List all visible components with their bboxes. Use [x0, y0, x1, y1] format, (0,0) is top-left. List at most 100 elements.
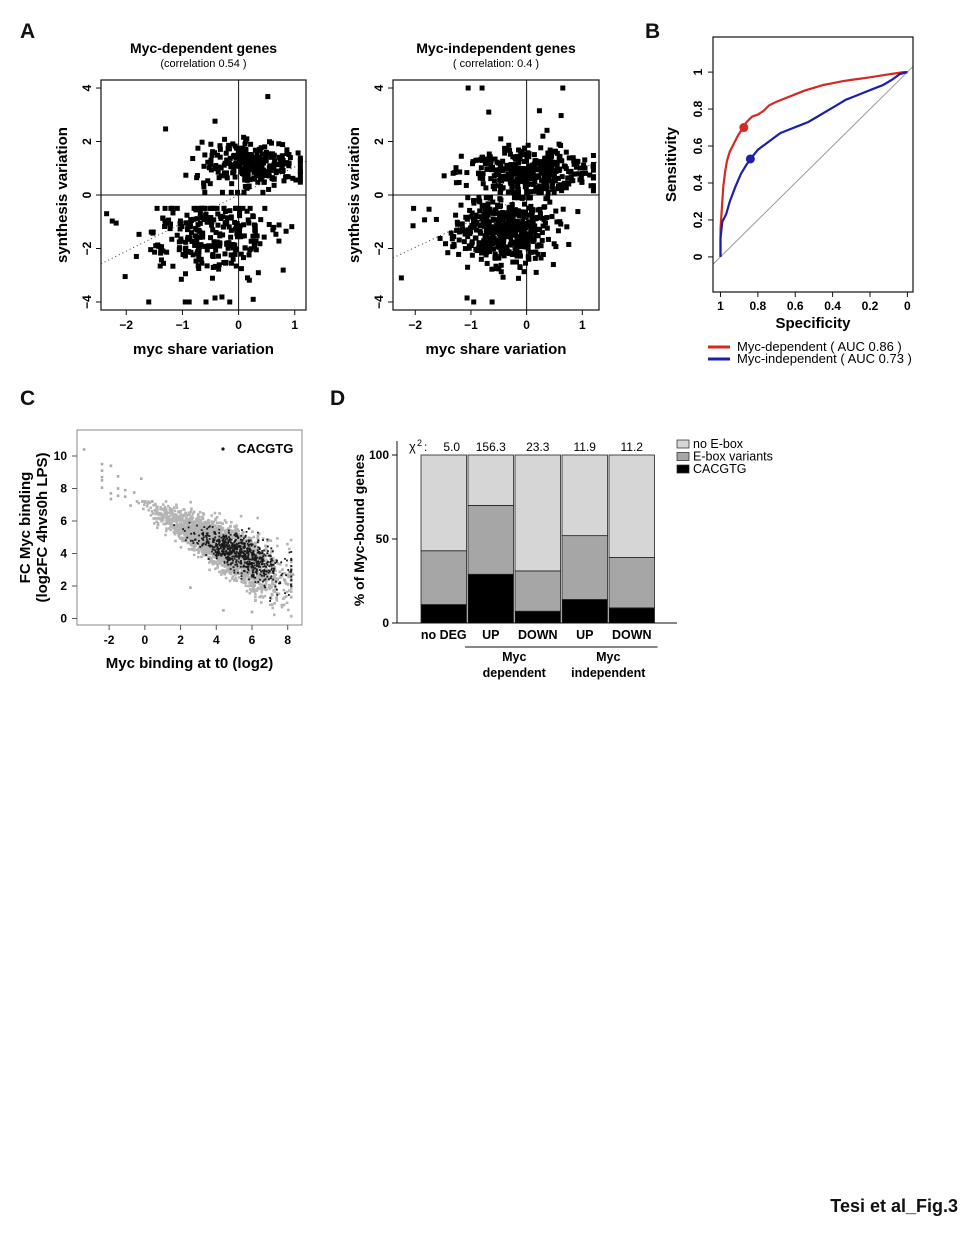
data-point-cacgtg — [226, 546, 229, 548]
data-point — [545, 236, 551, 242]
data-point-cacgtg — [206, 534, 209, 537]
data-point-other — [194, 536, 198, 540]
data-point-cacgtg — [251, 564, 254, 567]
data-point — [482, 242, 488, 248]
data-point-cacgtg — [236, 555, 238, 558]
data-point-other — [116, 475, 120, 478]
data-point — [500, 274, 506, 280]
y-tick-label: 0 — [372, 191, 386, 198]
data-point — [542, 156, 548, 162]
data-point-other — [258, 553, 262, 557]
data-point — [496, 255, 502, 261]
data-point-cacgtg — [228, 531, 230, 534]
data-point — [478, 156, 484, 162]
data-point-other — [175, 522, 179, 525]
data-point-other — [201, 512, 205, 515]
data-point-other — [143, 503, 146, 507]
data-point-other — [259, 594, 263, 598]
y-tick-label: −4 — [372, 295, 386, 309]
data-point-other — [192, 525, 195, 528]
data-point-cacgtg — [250, 558, 253, 561]
data-point — [580, 170, 586, 176]
data-point — [453, 212, 459, 218]
data-point-other — [195, 527, 199, 531]
data-point — [297, 176, 303, 182]
data-point — [497, 167, 503, 173]
data-point — [493, 169, 499, 175]
data-point — [488, 238, 494, 244]
data-point-other — [175, 506, 179, 509]
data-point — [497, 244, 503, 250]
data-point — [169, 236, 175, 242]
data-point — [483, 250, 489, 256]
data-point-cacgtg — [236, 571, 239, 574]
data-point-other — [254, 592, 257, 596]
data-point-cacgtg — [255, 568, 258, 571]
data-point — [528, 235, 534, 241]
data-point-other — [287, 608, 290, 612]
data-point-other — [164, 511, 168, 514]
data-point-other — [265, 554, 268, 558]
data-point — [540, 133, 546, 139]
data-point-cacgtg — [222, 545, 224, 548]
data-point — [279, 153, 285, 159]
data-point-cacgtg — [290, 570, 292, 573]
data-point — [188, 218, 194, 224]
data-point — [499, 230, 505, 236]
data-point — [242, 175, 248, 181]
data-point — [195, 145, 201, 151]
data-point-other — [183, 524, 186, 528]
data-point-cacgtg — [248, 561, 251, 564]
data-point — [483, 245, 489, 251]
y-tick-label: 0 — [382, 616, 389, 630]
y-tick-label: 50 — [376, 532, 390, 546]
data-point — [219, 189, 225, 195]
data-point-cacgtg — [253, 567, 256, 570]
data-point-other — [177, 518, 181, 522]
data-point-other — [229, 572, 233, 576]
data-point — [544, 215, 550, 221]
data-point-cacgtg — [287, 594, 290, 596]
data-point-other — [181, 536, 185, 540]
data-point — [190, 156, 196, 162]
data-point-other — [259, 572, 263, 575]
data-point — [468, 214, 474, 220]
data-point-cacgtg — [215, 540, 218, 542]
data-point-cacgtg — [218, 548, 220, 550]
data-point — [208, 235, 214, 241]
data-point — [255, 179, 261, 185]
data-point-cacgtg — [224, 554, 227, 557]
data-point — [496, 224, 502, 230]
data-point-other — [208, 568, 211, 572]
data-point-cacgtg — [254, 554, 257, 557]
data-point-cacgtg — [206, 532, 209, 535]
data-point — [274, 162, 280, 168]
data-point-other — [282, 588, 286, 592]
data-point — [568, 174, 574, 180]
data-point — [265, 94, 271, 100]
data-point-other — [232, 563, 235, 566]
data-point — [221, 170, 227, 176]
data-point-other — [198, 533, 201, 536]
data-point — [214, 152, 220, 158]
data-point — [437, 235, 443, 241]
data-point — [507, 147, 513, 153]
data-point-other — [214, 552, 217, 556]
data-point — [148, 247, 154, 253]
data-point-cacgtg — [263, 579, 266, 582]
data-point-other — [264, 582, 268, 586]
data-point — [538, 243, 544, 249]
data-point-other — [232, 567, 235, 571]
data-point — [228, 163, 234, 169]
data-point-other — [116, 487, 120, 490]
data-point-other — [144, 500, 147, 503]
data-point — [544, 185, 550, 191]
data-point-other — [257, 558, 261, 562]
data-point-other — [216, 526, 220, 530]
data-point — [537, 226, 543, 232]
data-point — [538, 145, 544, 151]
data-point-cacgtg — [265, 570, 268, 573]
data-point — [481, 212, 487, 218]
data-point-cacgtg — [221, 552, 223, 555]
data-point-other — [149, 506, 153, 510]
